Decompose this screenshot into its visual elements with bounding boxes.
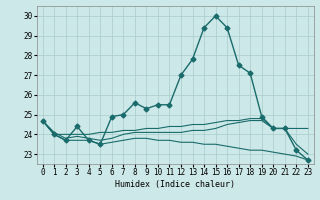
X-axis label: Humidex (Indice chaleur): Humidex (Indice chaleur) <box>115 180 235 189</box>
